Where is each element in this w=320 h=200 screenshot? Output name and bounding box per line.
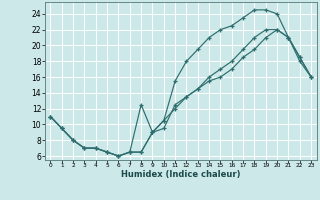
X-axis label: Humidex (Indice chaleur): Humidex (Indice chaleur) <box>121 170 241 179</box>
